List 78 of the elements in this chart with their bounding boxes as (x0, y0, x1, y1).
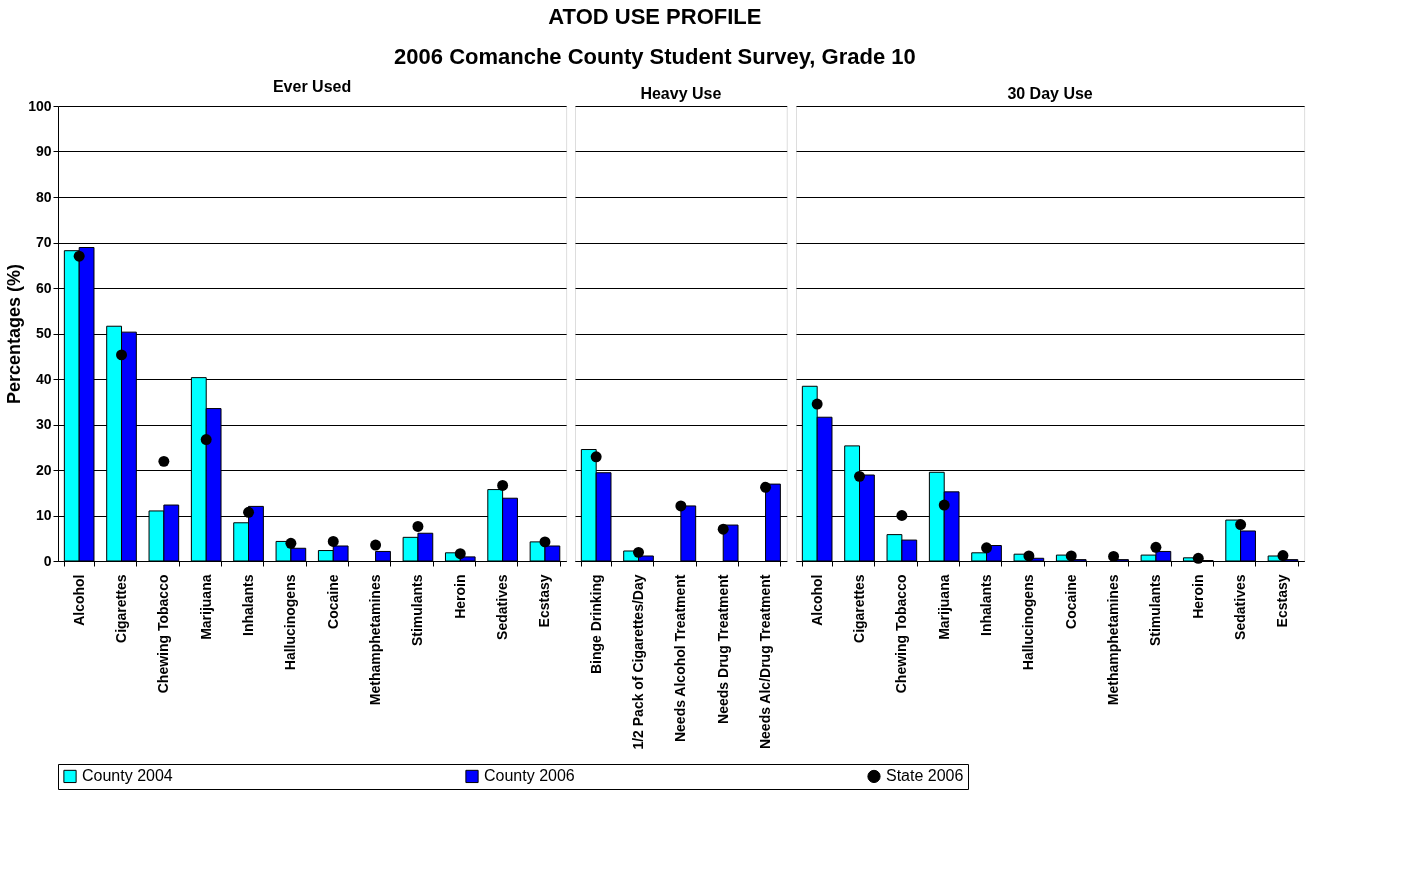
x-tick-label: Cigarettes (851, 574, 868, 643)
text: 2006 Comanche County Student Survey, Grade 10 (394, 43, 916, 69)
point (327, 535, 339, 547)
point (370, 539, 382, 551)
point (1150, 541, 1162, 553)
x-tick-label: Inhalants (240, 574, 257, 636)
x-tick-label: Heroin (1189, 574, 1206, 619)
x-tick-label: Needs Alc/Drug Treatment (757, 574, 774, 750)
point (243, 506, 255, 518)
x-tick-label: Methamphetamines (367, 574, 384, 706)
point (200, 434, 212, 445)
point (158, 455, 170, 467)
text: ATOD USE PROFILE (548, 3, 762, 29)
x-tick-label: Hallucinogens (282, 574, 299, 671)
x-tick-label: Chewing Tobacco (155, 574, 172, 694)
y-tick-label: 90 (35, 143, 52, 159)
point (539, 536, 551, 548)
x-tick-label: Alcohol (808, 574, 825, 626)
point (1192, 552, 1204, 564)
x-tick-label: Methamphetamines (1105, 574, 1122, 706)
legend-label: State 2006 (886, 767, 964, 785)
point (981, 542, 993, 554)
point (454, 548, 466, 560)
x-tick-label: Binge Drinking (587, 574, 604, 675)
point (675, 500, 687, 512)
point (1023, 550, 1035, 562)
x-tick-label: Cigarettes (113, 574, 130, 643)
x-tick-label: Needs Drug Treatment (714, 574, 731, 724)
y-tick-label: 100 (28, 97, 52, 114)
point (896, 510, 908, 521)
point (760, 481, 772, 493)
x-tick-label: 1/2 Pack of Cigarettes/Day (630, 574, 647, 750)
x-tick-label: Stimulants (409, 574, 426, 647)
y-tick-label: 20 (35, 461, 52, 478)
x-tick-label: Sedatives (1232, 574, 1249, 640)
y-tick-label: 10 (35, 507, 52, 523)
x-tick-label: Needs Alcohol Treatment (672, 574, 689, 743)
y-axis-title: Percentages (%) (4, 263, 25, 405)
y-tick-label: 70 (35, 234, 52, 250)
point (116, 349, 127, 361)
point (497, 480, 509, 491)
point (1065, 550, 1077, 562)
x-tick-label: Chewing Tobacco (893, 574, 910, 694)
x-tick-label: Sedatives (494, 574, 511, 640)
chart-title: Heavy Use (640, 85, 722, 102)
x-tick-label: Ecstasy (1274, 574, 1291, 628)
point (285, 537, 297, 549)
y-tick-label: 80 (35, 188, 52, 205)
legend-label: County 2004 (82, 767, 173, 785)
point (1277, 550, 1289, 562)
y-tick-label: 40 (35, 370, 52, 387)
point (717, 523, 729, 535)
point (73, 250, 85, 262)
y-tick-label: 60 (35, 279, 52, 296)
legend-label: County 2006 (484, 767, 575, 785)
x-tick-label: Stimulants (1147, 574, 1164, 647)
chart-title: Ever Used (272, 78, 352, 95)
point (854, 470, 865, 482)
point (412, 520, 424, 532)
y-tick-label: 30 (35, 416, 52, 432)
x-tick-label: Cocaine (324, 574, 341, 629)
chart-title: 30 Day Use (1007, 85, 1093, 102)
x-tick-label: Hallucinogens (1020, 574, 1037, 671)
point (633, 546, 644, 558)
x-tick-label: Cocaine (1062, 574, 1079, 629)
x-tick-label: Alcohol (70, 574, 87, 626)
x-tick-label: Inhalants (978, 574, 995, 636)
point (811, 398, 823, 410)
point (1235, 519, 1247, 531)
x-tick-label: Ecstasy (536, 574, 553, 628)
point (1108, 550, 1120, 562)
x-tick-label: Marijuana (935, 574, 952, 640)
x-tick-label: Marijuana (197, 574, 214, 640)
y-tick-label: 0 (43, 552, 52, 569)
y-tick-label: 50 (35, 325, 52, 341)
x-tick-label: Heroin (451, 574, 468, 619)
point (590, 451, 602, 463)
point (938, 499, 950, 511)
